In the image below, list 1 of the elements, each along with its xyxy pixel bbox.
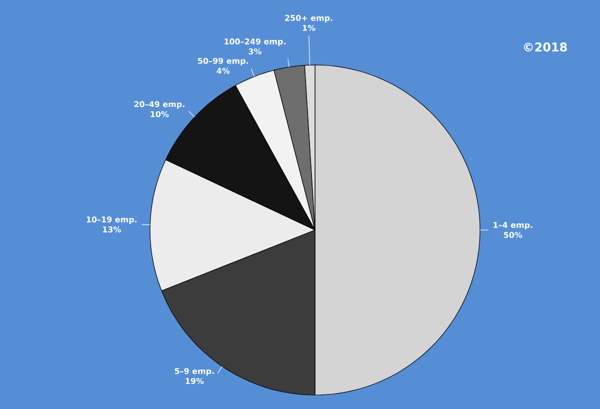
text: ©2018	[524, 42, 567, 52]
